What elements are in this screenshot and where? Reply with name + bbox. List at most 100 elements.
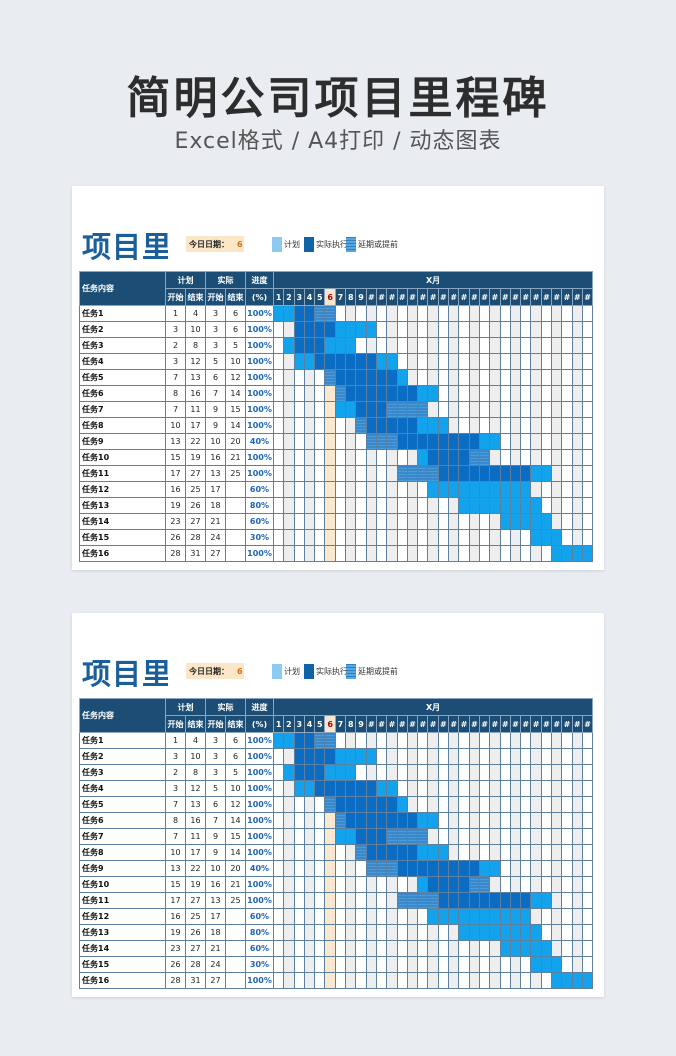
gantt-cell [406,828,419,845]
gantt-cell [561,972,573,989]
gantt-cell [324,321,336,338]
gantt-cell [540,812,553,829]
plan-end: 25 [185,481,206,498]
plan-end: 31 [185,545,206,562]
gantt-cell [355,892,367,909]
actual-end: 6 [225,732,246,749]
day-header: 2 [283,715,295,733]
gantt-cell [303,529,316,546]
gantt-cell [520,417,532,434]
gantt-cell [458,529,470,546]
gantt-cell [509,513,522,530]
gantt-cell [468,844,480,861]
plan-start: 13 [165,433,186,450]
gantt-cell [334,844,347,861]
gantt-cell [448,369,460,386]
gantt-cell [437,940,450,957]
gantt-cell [375,497,388,514]
gantt-cell [314,497,326,514]
table-row: 任务15 26 28 24 30% [79,956,594,973]
gantt-cell [530,780,542,797]
gantt-cell [458,844,470,861]
gantt-cell [345,844,357,861]
gantt-cell [571,497,583,514]
gantt-cell [406,748,419,765]
gantt-cell [293,545,305,562]
gantt-cell [427,972,439,989]
gantt-cell [406,844,419,861]
gantt-cell [509,353,522,370]
gantt-cell [293,956,305,973]
gantt-cell [386,812,398,829]
gantt-cell [345,860,357,877]
day-header: # [520,715,532,733]
plan-start: 3 [165,748,186,765]
gantt-cell [303,449,316,466]
gantt-cell [386,972,398,989]
gantt-cell [571,844,583,861]
delay-swatch-icon [346,236,356,252]
gantt-cell [324,449,336,466]
plan-end: 17 [185,844,206,861]
gantt-cell [272,860,285,877]
gantt-cell [283,796,295,813]
gantt-cell [509,305,522,322]
gantt-cell [437,545,450,562]
gantt-cell [571,449,583,466]
gantt-cell [345,796,357,813]
gantt-cell [324,924,336,941]
gantt-cell [509,449,522,466]
gantt-cell [458,401,470,418]
gantt-cell [345,449,357,466]
plan-start: 16 [165,481,186,498]
table-row: 任务1 1 4 3 6 100% [79,305,594,322]
header-plan-start: 开始 [165,288,186,306]
gantt-cell [272,369,285,386]
gantt-cell [499,972,511,989]
progress-value: 80% [245,497,274,514]
gantt-cell [427,465,439,482]
gantt-cell [458,860,470,877]
day-header: # [458,715,470,733]
table-row: 任务14 23 27 21 60% [79,940,594,957]
gantt-cell [458,732,470,749]
gantt-cell [324,353,336,370]
gantt-cell [375,780,388,797]
task-name: 任务1 [79,732,166,749]
plan-start: 1 [165,732,186,749]
gantt-cell [396,465,408,482]
gantt-cell [406,449,419,466]
gantt-cell [293,780,305,797]
gantt-cell [458,764,470,781]
day-header: # [540,715,553,733]
gantt-cell [375,748,388,765]
gantt-cell [314,337,326,354]
gantt-cell [365,449,377,466]
gantt-cell [272,529,285,546]
gantt-cell [489,860,501,877]
plan-start: 17 [165,892,186,909]
gantt-cell [448,908,460,925]
gantt-cell [375,513,388,530]
gantt-cell [406,812,419,829]
delay-swatch-icon [346,663,356,679]
gantt-cell [571,401,583,418]
gantt-cell [272,780,285,797]
gantt-cell [396,972,408,989]
gantt-cell [324,812,336,829]
actual-end [225,908,246,925]
gantt-cell [561,417,573,434]
gantt-cell [427,417,439,434]
gantt-cell [324,972,336,989]
gantt-cell [303,780,316,797]
gantt-cell [581,876,594,893]
gantt-cell [448,940,460,957]
gantt-cell [365,465,377,482]
day-header: # [478,288,491,306]
gantt-cell [272,828,285,845]
gantt-cell [427,513,439,530]
gantt-cell [530,433,542,450]
gantt-cell [386,844,398,861]
gantt-cell [478,401,491,418]
gantt-cell [334,892,347,909]
